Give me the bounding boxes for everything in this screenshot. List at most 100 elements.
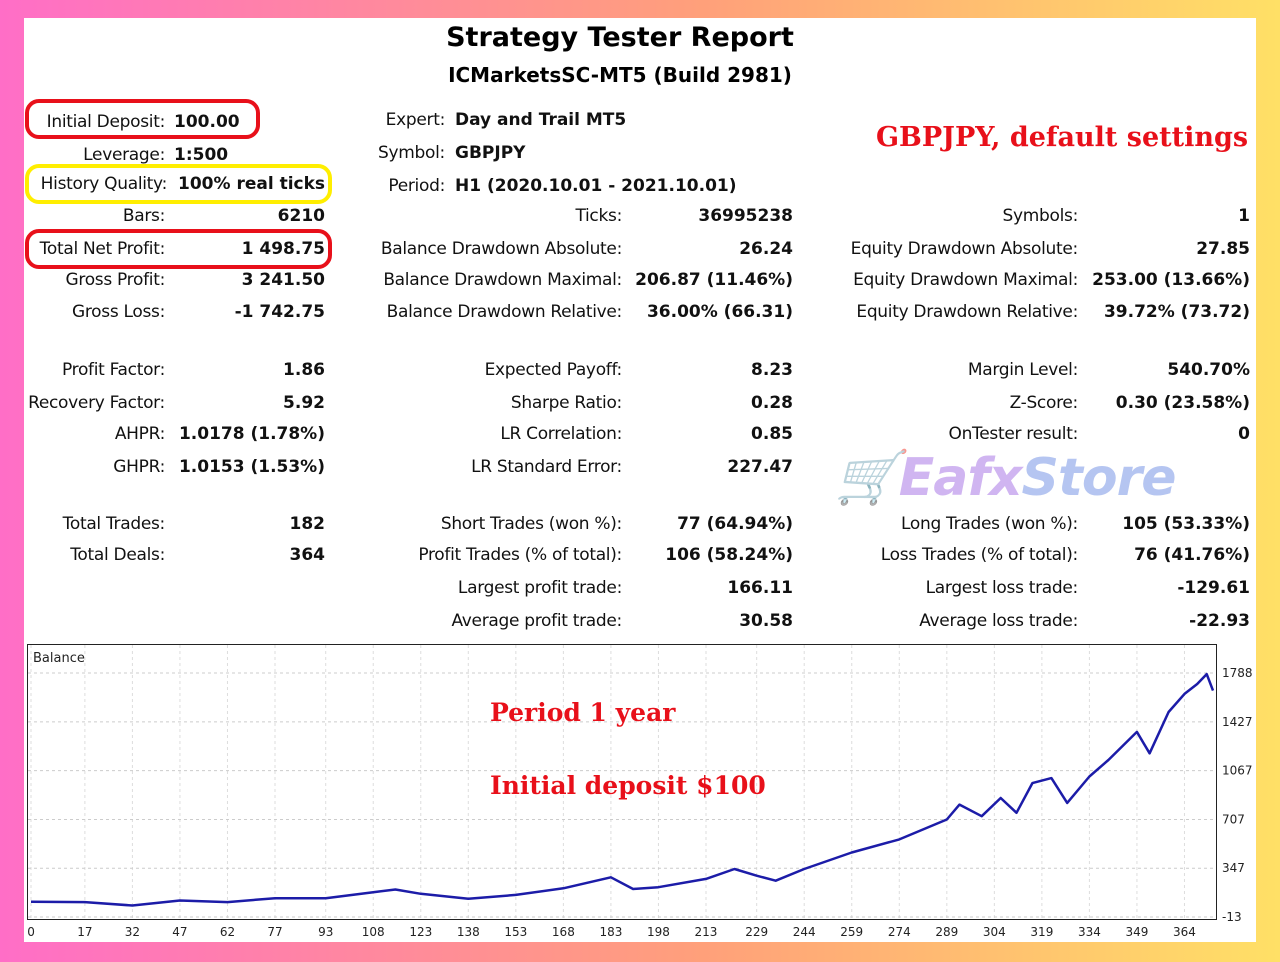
page-subtitle: ICMarketsSC-MT5 (Build 2981) xyxy=(448,63,792,87)
eq-dd-abs-label: Equity Drawdown Absolute: xyxy=(850,239,1079,259)
bal-dd-max-value: 206.87 (11.46%) xyxy=(635,270,793,290)
short-trades-value: 77 (64.94%) xyxy=(677,514,793,534)
ontester-label: OnTester result: xyxy=(948,424,1078,444)
watermark-text-b: Store xyxy=(1021,448,1177,508)
x-tick-label: 0 xyxy=(27,925,35,939)
x-tick-label: 244 xyxy=(793,925,816,939)
y-tick-label: 1067 xyxy=(1222,764,1253,778)
total-trades-value: 182 xyxy=(289,514,326,534)
bars-value: 6210 xyxy=(277,206,325,226)
expected-payoff-value: 8.23 xyxy=(751,360,793,380)
bal-dd-rel-value: 36.00% (66.31) xyxy=(646,302,793,322)
gross-loss-label: Gross Loss: xyxy=(71,302,165,322)
x-tick-label: 289 xyxy=(935,925,958,939)
long-trades-value: 105 (53.33%) xyxy=(1122,514,1250,534)
x-tick-label: 17 xyxy=(77,925,92,939)
eq-dd-max-value: 253.00 (13.66%) xyxy=(1092,270,1250,290)
loss-trades-label: Loss Trades (% of total): xyxy=(880,545,1079,565)
largest-profit-label: Largest profit trade: xyxy=(457,578,622,598)
x-tick-label: 153 xyxy=(504,925,527,939)
zscore-label: Z-Score: xyxy=(1009,393,1079,413)
ticks-label: Ticks: xyxy=(575,206,622,226)
x-tick-label: 32 xyxy=(125,925,140,939)
profit-trades-label: Profit Trades (% of total): xyxy=(418,545,622,565)
ticks-value: 36995238 xyxy=(698,206,793,226)
cart-icon: 🛒 xyxy=(835,448,900,508)
eq-dd-rel-value: 39.72% (73.72) xyxy=(1103,302,1250,322)
largest-loss-value: -129.61 xyxy=(1177,578,1250,598)
period-value: H1 (2020.10.01 - 2021.10.01) xyxy=(455,176,737,196)
eq-dd-max-label: Equity Drawdown Maximal: xyxy=(853,270,1078,290)
expert-label: Expert: xyxy=(385,110,446,130)
total-net-profit-label: Total Net Profit: xyxy=(39,239,166,259)
lr-err-label: LR Standard Error: xyxy=(471,457,622,477)
history-quality-value: 100% real ticks xyxy=(178,174,326,194)
lr-corr-value: 0.85 xyxy=(751,424,793,444)
symbols-label: Symbols: xyxy=(1002,206,1078,226)
recovery-factor-value: 5.92 xyxy=(283,393,325,413)
bal-dd-rel-label: Balance Drawdown Relative: xyxy=(386,302,623,322)
ahpr-value: 1.0178 (1.78%) xyxy=(178,424,325,444)
avg-profit-value: 30.58 xyxy=(739,611,793,631)
profit-factor-value: 1.86 xyxy=(283,360,325,380)
gross-loss-value: -1 742.75 xyxy=(234,302,325,322)
bal-dd-abs-label: Balance Drawdown Absolute: xyxy=(380,239,622,259)
symbols-value: 1 xyxy=(1238,206,1250,226)
initial-deposit-value: 100.00 xyxy=(174,112,240,132)
gross-profit-label: Gross Profit: xyxy=(65,270,166,290)
x-tick-label: 138 xyxy=(457,925,480,939)
highlight-history-quality xyxy=(25,164,332,204)
largest-profit-value: 166.11 xyxy=(727,578,793,598)
symbol-label: Symbol: xyxy=(378,143,445,163)
leverage-label: Leverage: xyxy=(83,145,165,165)
recovery-factor-label: Recovery Factor: xyxy=(28,393,165,413)
total-net-profit-value: 1 498.75 xyxy=(241,239,325,259)
x-tick-label: 108 xyxy=(362,925,385,939)
avg-loss-value: -22.93 xyxy=(1189,611,1250,631)
chart-title: Balance xyxy=(33,651,85,666)
expected-payoff-label: Expected Payoff: xyxy=(484,360,623,380)
x-tick-label: 123 xyxy=(409,925,432,939)
long-trades-label: Long Trades (won %): xyxy=(901,514,1078,534)
initial-deposit-label: Initial Deposit: xyxy=(46,112,166,132)
total-trades-label: Total Trades: xyxy=(62,514,166,534)
x-tick-label: 229 xyxy=(745,925,768,939)
x-tick-label: 183 xyxy=(599,925,622,939)
x-tick-label: 47 xyxy=(172,925,187,939)
ghpr-value: 1.0153 (1.53%) xyxy=(178,457,325,477)
x-tick-label: 77 xyxy=(267,925,282,939)
history-quality-label: History Quality: xyxy=(40,174,168,194)
eq-dd-rel-label: Equity Drawdown Relative: xyxy=(856,302,1078,322)
ahpr-label: AHPR: xyxy=(114,424,165,444)
x-tick-label: 349 xyxy=(1125,925,1148,939)
total-deals-label: Total Deals: xyxy=(70,545,165,565)
eq-dd-abs-value: 27.85 xyxy=(1196,239,1250,259)
annotation-deposit: Initial deposit $100 xyxy=(490,771,766,800)
profit-trades-value: 106 (58.24%) xyxy=(665,545,793,565)
zscore-value: 0.30 (23.58%) xyxy=(1115,393,1250,413)
bal-dd-max-label: Balance Drawdown Maximal: xyxy=(383,270,622,290)
x-tick-label: 93 xyxy=(318,925,333,939)
y-tick-label: 1427 xyxy=(1222,715,1253,729)
balance-chart: Balance 0 17 32 47 62 77 93 108 123 138 153 168 183 19… xyxy=(27,644,1253,939)
page-title: Strategy Tester Report xyxy=(446,22,794,53)
x-tick-label: 304 xyxy=(983,925,1006,939)
x-tick-label: 364 xyxy=(1173,925,1196,939)
avg-profit-label: Average profit trade: xyxy=(451,611,622,631)
annotation-period: Period 1 year xyxy=(490,698,676,727)
y-tick-label: 347 xyxy=(1222,861,1245,875)
period-label: Period: xyxy=(388,176,445,196)
sharpe-label: Sharpe Ratio: xyxy=(510,393,622,413)
profit-factor-label: Profit Factor: xyxy=(61,360,165,380)
highlight-total-net-profit xyxy=(25,229,332,269)
total-deals-value: 364 xyxy=(289,545,326,565)
x-tick-label: 213 xyxy=(695,925,718,939)
margin-level-label: Margin Level: xyxy=(967,360,1078,380)
y-tick-label: 1788 xyxy=(1222,666,1253,680)
leverage-value: 1:500 xyxy=(174,145,229,165)
ghpr-label: GHPR: xyxy=(113,457,165,477)
bars-label: Bars: xyxy=(122,206,165,226)
x-tick-label: 259 xyxy=(840,925,863,939)
symbol-value: GBPJPY xyxy=(455,143,526,163)
avg-loss-label: Average loss trade: xyxy=(919,611,1078,631)
